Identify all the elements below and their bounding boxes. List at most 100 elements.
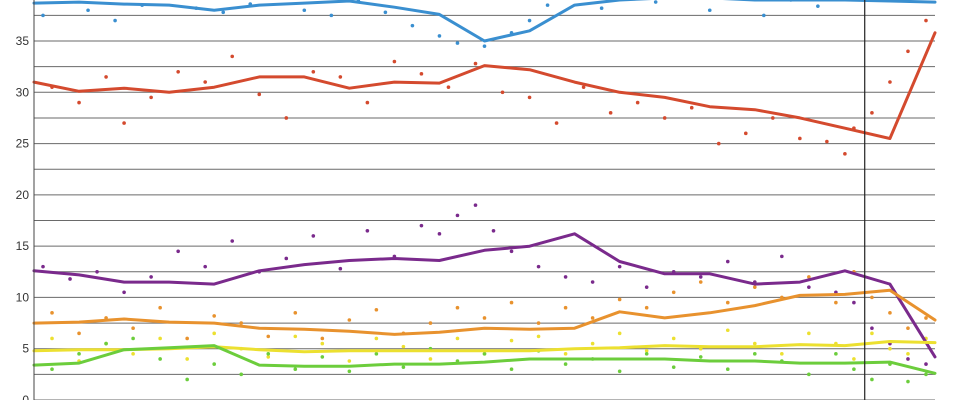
trend-line-4 [32,288,937,336]
poll-point [536,321,541,325]
poll-point [311,69,316,74]
poll-point [203,80,207,84]
poll-point [924,316,928,320]
poll-point [176,69,180,74]
poll-point [131,352,135,356]
poll-point [41,13,45,18]
poll-point [509,300,514,305]
poll-point [482,352,487,356]
poll-point [320,336,325,341]
poll-point [617,369,622,374]
poll-point [536,264,541,269]
poll-point [311,234,316,238]
poll-point [491,228,496,233]
poll-point [608,111,613,115]
poll-point [807,372,811,377]
poll-point [473,203,478,207]
poll-point [203,264,207,269]
poll-point [834,352,838,356]
poll-point [870,326,874,331]
poll-point [455,41,460,45]
axes [33,0,866,400]
poll-point [77,352,81,356]
poll-point [753,341,757,346]
trend-lines [32,0,937,375]
poll-point [725,328,730,333]
poll-point [590,280,595,284]
poll-point [257,92,262,97]
y-tick-label: 15 [16,239,30,253]
y-tick-label: 5 [22,342,29,356]
poll-point [437,232,442,236]
poll-point [293,367,298,372]
poll-point [545,3,550,7]
poll-point [563,352,568,356]
trend-line-1 [32,0,937,43]
poll-point [185,377,189,382]
poll-point [780,352,784,356]
poll-point [725,367,730,372]
poll-point [266,355,271,359]
poll-point [581,85,586,89]
poll-point [644,352,649,356]
poll-point [221,10,226,15]
poll-point [284,116,289,120]
poll-point [527,95,532,100]
poll-point [176,249,180,254]
poll-point [716,141,721,146]
poll-point [617,297,622,302]
poll-point [644,348,649,353]
poll-point [365,100,370,105]
poll-point [158,357,162,361]
poll-point [158,305,162,310]
poll-point [563,275,568,279]
poll-point [807,285,811,289]
poll-point [455,213,460,218]
y-tick-label: 0 [22,393,29,400]
poll-point [320,341,325,346]
poll-point [762,13,766,18]
poll-point [852,357,856,361]
y-tick-label: 25 [16,137,30,151]
poll-point [230,54,235,59]
poll-point [50,367,54,372]
poll-point [212,314,216,318]
y-tick-label: 30 [16,85,30,99]
poll-point [374,336,379,341]
poll-point [924,18,928,23]
y-tick-label: 20 [16,188,30,202]
poll-point [293,311,298,315]
y-axis-ticks: 0 5 10 15 20 25 30 35 [16,34,30,400]
poll-point [131,336,135,341]
poll-point [104,75,108,79]
poll-point [419,72,424,76]
poll-point [509,367,514,372]
poll-point [347,359,352,363]
poll-point [230,239,235,243]
poll-point [888,311,892,315]
poll-point [644,305,649,310]
poll-point [329,13,334,18]
poll-point [554,121,559,125]
poll-point [320,355,325,359]
poll-point [888,346,892,351]
poll-point [104,341,108,346]
trend-line-2 [32,31,937,140]
poll-point [347,369,352,374]
poll-point [347,318,352,322]
poll-point [419,223,424,228]
poll-point [302,8,307,13]
poll-point [239,321,244,325]
poll-point [743,131,748,136]
poll-point [212,331,216,336]
poll-point [906,326,910,331]
poll-point [906,352,910,356]
gridlines [34,14,935,400]
poll-point [798,136,802,141]
poll-point [816,4,820,8]
poll-point [671,336,676,341]
poll-point [671,290,676,295]
poll-point [617,331,622,336]
poll-point [158,336,162,341]
